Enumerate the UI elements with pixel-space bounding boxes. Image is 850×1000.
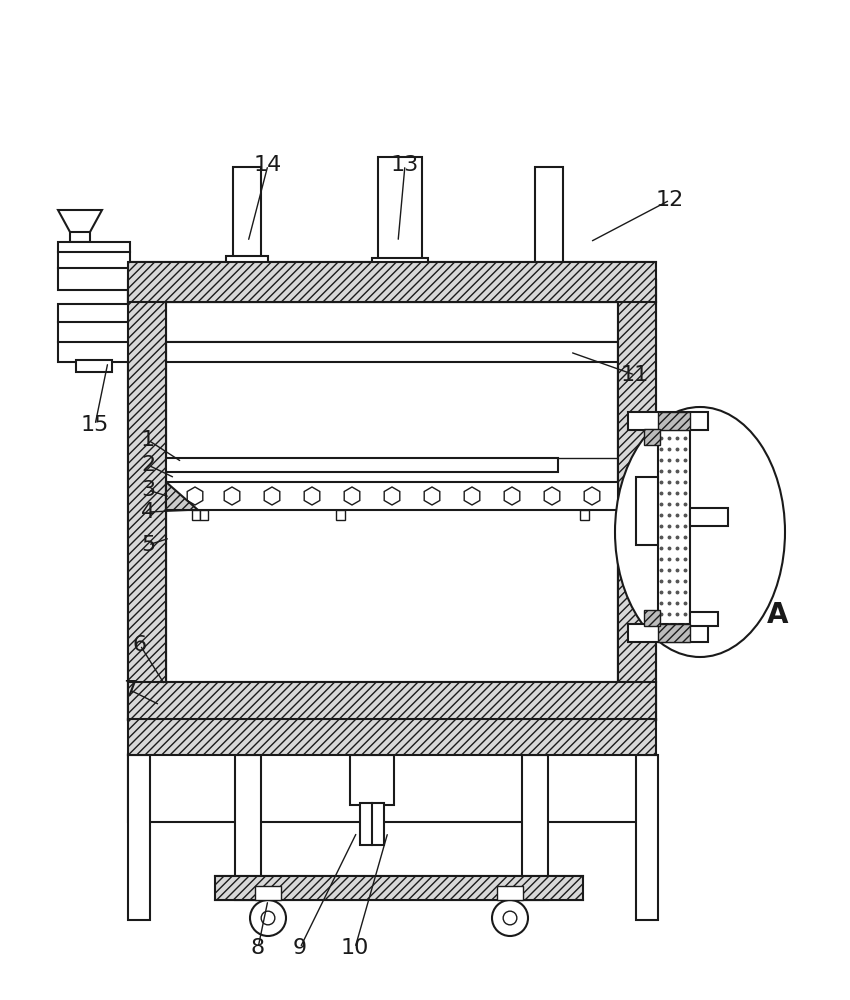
Bar	[166, 302, 618, 342]
Bar	[235, 755, 261, 900]
Bar	[166, 458, 558, 472]
Bar	[128, 682, 656, 720]
Bar	[580, 510, 589, 520]
Text: 4: 4	[141, 502, 155, 522]
Text: A: A	[768, 601, 789, 629]
Bar	[658, 412, 690, 430]
Text: 8: 8	[251, 938, 265, 958]
Text: 9: 9	[293, 938, 307, 958]
Polygon shape	[504, 487, 520, 505]
Polygon shape	[224, 487, 240, 505]
Bar	[233, 167, 261, 262]
Polygon shape	[344, 487, 360, 505]
Bar	[644, 429, 660, 445]
Bar	[644, 610, 660, 626]
Polygon shape	[58, 210, 102, 232]
Bar	[497, 886, 523, 900]
Text: 2: 2	[141, 455, 155, 475]
Bar	[350, 755, 394, 805]
Bar	[192, 510, 200, 520]
Text: 11: 11	[620, 365, 649, 385]
Bar	[128, 754, 656, 822]
Polygon shape	[464, 487, 479, 505]
Text: 12: 12	[656, 190, 684, 210]
Bar	[166, 482, 618, 510]
Circle shape	[261, 911, 275, 925]
Text: 6: 6	[133, 635, 147, 655]
Polygon shape	[424, 487, 439, 505]
Bar	[658, 422, 690, 642]
Bar	[372, 258, 428, 272]
Bar	[255, 886, 281, 900]
Text: 14: 14	[254, 155, 282, 175]
Ellipse shape	[615, 407, 785, 657]
Bar	[690, 508, 728, 526]
Circle shape	[492, 900, 528, 936]
Polygon shape	[584, 487, 600, 505]
Bar	[128, 280, 166, 720]
Bar	[628, 412, 708, 430]
Bar	[690, 612, 718, 626]
Bar	[628, 624, 708, 642]
Bar	[128, 262, 656, 302]
Bar	[360, 803, 384, 845]
Bar	[658, 624, 690, 642]
Bar	[166, 342, 618, 362]
Circle shape	[503, 911, 517, 925]
Text: 15: 15	[81, 415, 109, 435]
Bar	[636, 477, 658, 545]
Polygon shape	[187, 487, 203, 505]
Polygon shape	[166, 482, 198, 510]
Bar	[70, 230, 90, 242]
Text: 13: 13	[391, 155, 419, 175]
Circle shape	[250, 900, 286, 936]
Bar	[128, 719, 656, 755]
Text: 1: 1	[141, 430, 155, 450]
Bar	[636, 755, 658, 920]
Bar	[522, 755, 548, 900]
Polygon shape	[384, 487, 399, 505]
Text: 5: 5	[141, 535, 155, 555]
Bar	[618, 280, 656, 720]
Text: 7: 7	[123, 680, 137, 700]
Bar	[226, 256, 268, 270]
Bar	[128, 755, 150, 920]
Bar	[58, 242, 130, 290]
Bar	[535, 167, 563, 262]
Text: 3: 3	[141, 480, 155, 500]
Text: 10: 10	[341, 938, 369, 958]
Bar	[76, 360, 112, 372]
Polygon shape	[264, 487, 280, 505]
Polygon shape	[544, 487, 560, 505]
Bar	[336, 510, 345, 520]
Bar	[215, 876, 583, 900]
Bar	[378, 157, 422, 262]
Bar	[58, 304, 130, 362]
Bar	[200, 510, 208, 520]
Polygon shape	[304, 487, 320, 505]
